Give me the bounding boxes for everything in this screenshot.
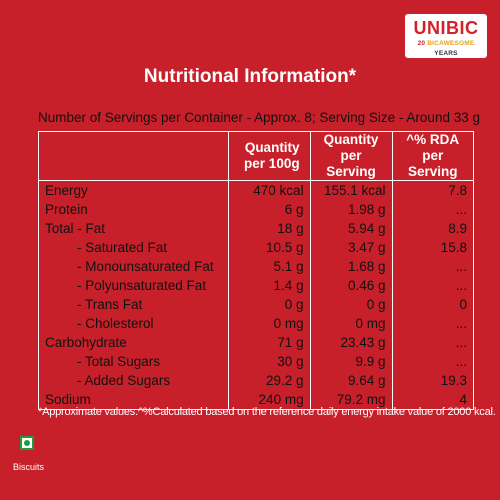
- value-rda: ...: [391, 200, 474, 219]
- nutrition-table: Quantity per 100g Quantity per Serving ^…: [38, 131, 474, 410]
- value-rda: ...: [391, 314, 474, 333]
- nutrient-name: - Total Sugars: [38, 352, 229, 371]
- table-row: - Monounsaturated Fat 5.1 g 1.68 g...: [38, 257, 474, 276]
- value-rda: 4: [391, 390, 474, 410]
- value-per-serving: 0 mg: [309, 314, 393, 333]
- value-per-serving: 0.46 g: [309, 276, 393, 295]
- value-per-100g: 30 g: [227, 352, 311, 371]
- header-per-serving: Quantity per Serving: [309, 131, 393, 181]
- value-rda: 8.9: [391, 219, 474, 238]
- value-per-serving: 1.68 g: [309, 257, 393, 276]
- veg-mark-icon: [20, 436, 34, 450]
- value-per-serving: 23.43 g: [309, 333, 393, 352]
- table-row: - Added Sugars 29.2 g 9.64 g 19.3: [38, 371, 474, 390]
- value-per-serving: 9.64 g: [309, 371, 393, 390]
- table-row: - Polyunsaturated Fat 1.4 g 0.46 g...: [38, 276, 474, 295]
- value-per-serving: 9.9 g: [309, 352, 393, 371]
- footnote: *Approximate values.^%Calculated based o…: [38, 406, 496, 418]
- brand-name: UNIBIC: [413, 18, 479, 38]
- value-per-100g: 6 g: [227, 200, 311, 219]
- tagline-years: YEARS: [434, 50, 458, 57]
- table-row: Carbohydrate 71 g 23.43 g...: [38, 333, 474, 352]
- table-row: Total - Fat 18 g 5.94 g 8.9: [38, 219, 474, 238]
- value-per-100g: 0 g: [227, 295, 311, 314]
- table-row: Sodium 240 mg 79.2 mg 4: [38, 390, 474, 410]
- nutrient-name: - Trans Fat: [38, 295, 229, 314]
- category-label: Biscuits: [13, 462, 45, 472]
- value-per-100g: 470 kcal: [227, 180, 311, 200]
- table-row: - Total Sugars 30 g 9.9 g...: [38, 352, 474, 371]
- value-per-serving: 5.94 g: [309, 219, 393, 238]
- unibic-logo: UNIBIC 20 BICAWESOME YEARS: [405, 14, 487, 58]
- veg-dot: [24, 440, 30, 446]
- nutrient-name: - Added Sugars: [38, 371, 229, 390]
- nutrient-name: Total - Fat: [38, 219, 229, 238]
- nutrient-name: - Saturated Fat: [38, 238, 229, 257]
- page-title: Nutritional Information*: [143, 66, 357, 87]
- value-rda: ...: [391, 352, 474, 371]
- nutrient-name: - Cholesterol: [38, 314, 229, 333]
- serving-info: Number of Servings per Container - Appro…: [38, 110, 480, 125]
- value-per-serving: 3.47 g: [309, 238, 393, 257]
- value-rda: ...: [391, 333, 474, 352]
- table-body: Energy 470 kcal 155.1 kcal 7.8 Protein 6 g 1.9…: [38, 180, 474, 410]
- value-per-serving: 79.2 mg: [309, 390, 393, 410]
- value-rda: 19.3: [391, 371, 474, 390]
- nutrient-name: - Monounsaturated Fat: [38, 257, 229, 276]
- header-per-100g: Quantity per 100g: [227, 131, 311, 181]
- value-per-100g: 1.4 g: [227, 276, 311, 295]
- value-rda: ...: [391, 257, 474, 276]
- table-header-row: Quantity per 100g Quantity per Serving ^…: [38, 131, 474, 181]
- value-per-serving: 0 g: [309, 295, 393, 314]
- nutrient-name: - Polyunsaturated Fat: [38, 276, 229, 295]
- tagline-word: BICAWESOME: [427, 40, 475, 47]
- value-rda: 0: [391, 295, 474, 314]
- value-per-100g: 18 g: [227, 219, 311, 238]
- value-per-serving: 155.1 kcal: [309, 180, 393, 200]
- nutrient-name: Energy: [38, 180, 229, 200]
- value-rda: ...: [391, 276, 474, 295]
- nutrient-name: Protein: [38, 200, 229, 219]
- value-rda: 7.8: [391, 180, 474, 200]
- header-nutrient: [38, 131, 229, 181]
- brand-tagline: 20 BICAWESOME YEARS: [405, 39, 487, 59]
- nutrient-name: Carbohydrate: [38, 333, 229, 352]
- nutrient-name: Sodium: [38, 390, 229, 410]
- table-row: Energy 470 kcal 155.1 kcal 7.8: [38, 180, 474, 200]
- table-row: - Saturated Fat 10.5 g 3.47 g 15.8: [38, 238, 474, 257]
- tagline-number: 20: [417, 40, 426, 47]
- value-per-serving: 1.98 g: [309, 200, 393, 219]
- value-per-100g: 71 g: [227, 333, 311, 352]
- header-rda: ^% RDA per Serving: [391, 131, 474, 181]
- value-per-100g: 5.1 g: [227, 257, 311, 276]
- value-per-100g: 0 mg: [227, 314, 311, 333]
- table-row: Protein 6 g 1.98 g...: [38, 200, 474, 219]
- value-per-100g: 10.5 g: [227, 238, 311, 257]
- value-per-100g: 29.2 g: [227, 371, 311, 390]
- table-row: - Cholesterol 0 mg 0 mg...: [38, 314, 474, 333]
- value-rda: 15.8: [391, 238, 474, 257]
